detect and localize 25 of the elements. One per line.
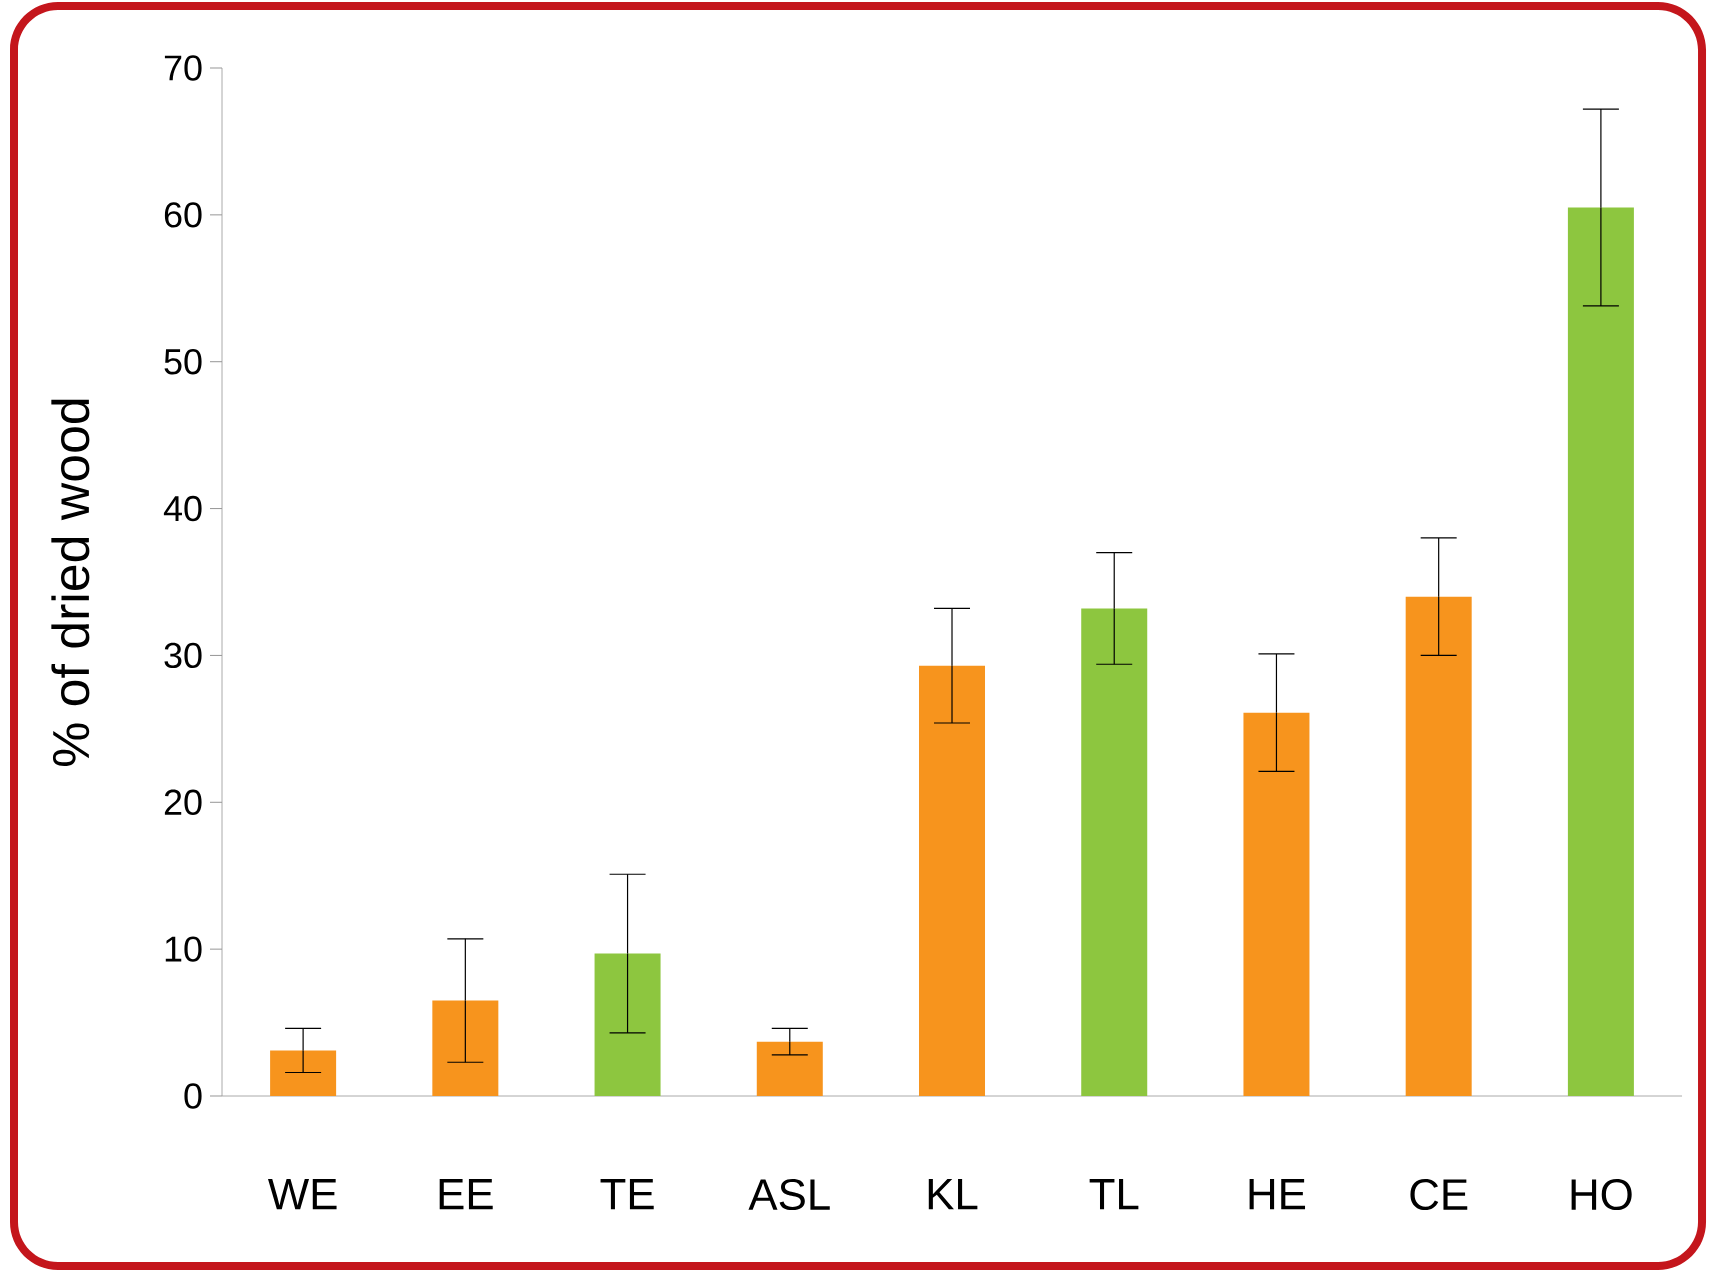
x-tick-label: EE (439, 1179, 493, 1210)
bar (919, 665, 986, 1096)
x-tick-label: HO (1571, 1179, 1632, 1211)
x-tick-label: WE (268, 1179, 337, 1210)
y-tick-label: 60 (164, 202, 202, 228)
bar (1243, 712, 1310, 1096)
y-tick-label: 0 (184, 1083, 202, 1109)
x-tick-label: TL (1089, 1179, 1139, 1210)
x-tick-label: ASL (748, 1179, 830, 1211)
y-axis-title: % of dried wood (51, 399, 90, 766)
bar (1567, 207, 1634, 1096)
x-tick-label: KL (928, 1179, 978, 1210)
y-tick-label: 20 (164, 789, 202, 815)
y-tick-label: 10 (165, 936, 202, 962)
x-tick-label: HE (1249, 1179, 1306, 1210)
bar (1405, 596, 1472, 1096)
bar (1081, 608, 1148, 1096)
x-tick-label: CE (1410, 1179, 1468, 1211)
y-tick-label: 50 (164, 349, 202, 375)
y-tick-label: 40 (163, 495, 202, 522)
y-tick-label: 30 (164, 642, 202, 669)
x-tick-label: TE (600, 1179, 654, 1210)
y-tick-label: 70 (164, 55, 202, 81)
bar (756, 1041, 823, 1096)
bar (270, 1050, 337, 1096)
